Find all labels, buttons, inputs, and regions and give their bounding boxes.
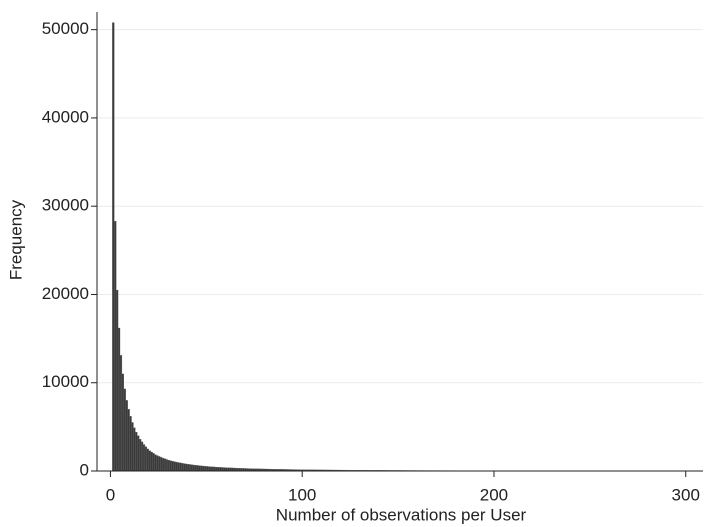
bar	[152, 453, 155, 472]
bar	[225, 467, 228, 472]
bar	[160, 457, 163, 472]
bar	[119, 355, 123, 472]
x-tick-label: 200	[480, 485, 508, 504]
bar	[190, 464, 194, 472]
bar	[112, 22, 115, 472]
bar	[219, 467, 222, 472]
bar	[208, 466, 211, 472]
bar	[183, 463, 186, 472]
bar	[179, 462, 182, 472]
bar	[139, 439, 142, 472]
bar	[142, 444, 146, 472]
bar	[209, 466, 213, 472]
bar	[137, 435, 140, 472]
bar	[200, 465, 203, 472]
y-tick-label: 40000	[42, 107, 89, 126]
bar	[169, 460, 172, 472]
bar	[117, 327, 121, 472]
bar	[167, 459, 171, 472]
bar	[125, 400, 128, 472]
bar	[221, 467, 224, 472]
bar	[211, 466, 215, 472]
bar	[194, 465, 197, 472]
bar	[185, 463, 188, 472]
bar	[148, 450, 151, 472]
bar	[131, 422, 134, 472]
bar	[204, 466, 207, 472]
bar	[188, 464, 192, 472]
x-tick-label: 100	[288, 485, 316, 504]
bar	[181, 463, 184, 472]
bar	[215, 466, 218, 472]
y-tick-label: 20000	[42, 284, 89, 303]
bar	[223, 467, 226, 472]
bar	[175, 461, 178, 472]
bar	[217, 467, 220, 472]
bar	[165, 459, 169, 472]
bar	[163, 458, 167, 472]
y-tick-label: 30000	[42, 196, 89, 215]
bar	[202, 465, 205, 472]
bar	[177, 462, 180, 472]
bar	[146, 448, 149, 472]
bar	[129, 416, 132, 472]
bar	[196, 465, 199, 472]
bar	[173, 461, 176, 472]
bar	[114, 221, 117, 472]
y-tick-label: 10000	[42, 372, 89, 391]
bar	[123, 388, 126, 472]
y-tick-label: 0	[80, 460, 89, 479]
bar	[162, 458, 165, 472]
x-axis-label: Number of observations per User	[276, 505, 527, 524]
bar	[198, 465, 201, 472]
bar	[127, 409, 130, 472]
bar	[158, 456, 161, 472]
bar	[171, 461, 174, 472]
x-tick-label: 300	[672, 485, 700, 504]
bar	[156, 455, 159, 472]
bar	[213, 466, 217, 472]
bar	[150, 451, 153, 472]
bar	[192, 464, 195, 472]
y-axis-label: Frequency	[6, 199, 25, 280]
bar	[140, 441, 144, 472]
bar	[133, 427, 136, 472]
x-tick-label: 0	[106, 485, 115, 504]
bar	[186, 464, 190, 472]
bar	[116, 289, 119, 472]
bar	[154, 454, 157, 472]
bar	[135, 432, 138, 472]
bar	[121, 373, 124, 472]
bar	[206, 466, 209, 472]
bar	[144, 446, 148, 472]
y-tick-label: 50000	[42, 19, 89, 38]
